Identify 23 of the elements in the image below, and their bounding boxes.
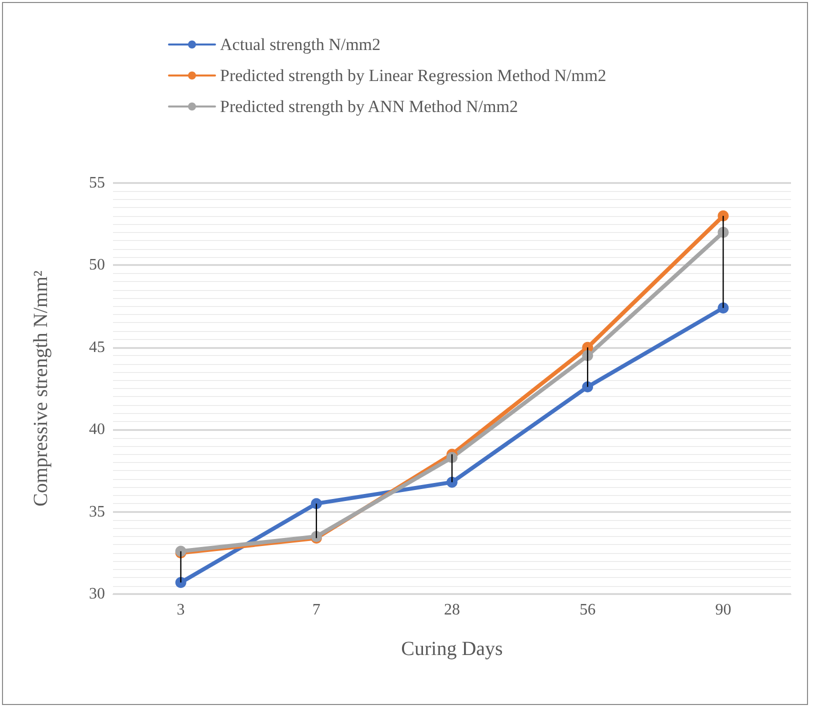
y-tick-label: 30 [89,586,105,602]
y-tick-label: 45 [89,338,105,356]
y-tick-label: 55 [89,174,105,192]
y-tick-label: 50 [89,256,105,274]
legend-label: Predicted strength by ANN Method N/mm2 [220,97,518,116]
point [175,576,186,588]
legend-label: Predicted strength by Linear Regression Method N/mm2 [220,66,606,85]
x-tick-label: 90 [715,602,732,618]
x-tick-label: 56 [580,602,596,618]
y-tick-label: 40 [89,421,105,438]
point [718,302,729,314]
point [718,210,729,222]
x-tick-label: 28 [444,602,460,618]
x-axis-title: Curing Days [401,638,504,660]
point [310,498,322,510]
point [582,381,594,392]
x-tick-label: 7 [312,602,320,618]
y-axis-title: Compressive strength N/mm² [30,270,52,506]
legend-label: Actual strength N/mm2 [220,35,381,54]
point [446,452,458,464]
x-tick-label: 3 [176,602,185,618]
y-tick-label: 35 [89,503,105,520]
point [446,476,458,488]
